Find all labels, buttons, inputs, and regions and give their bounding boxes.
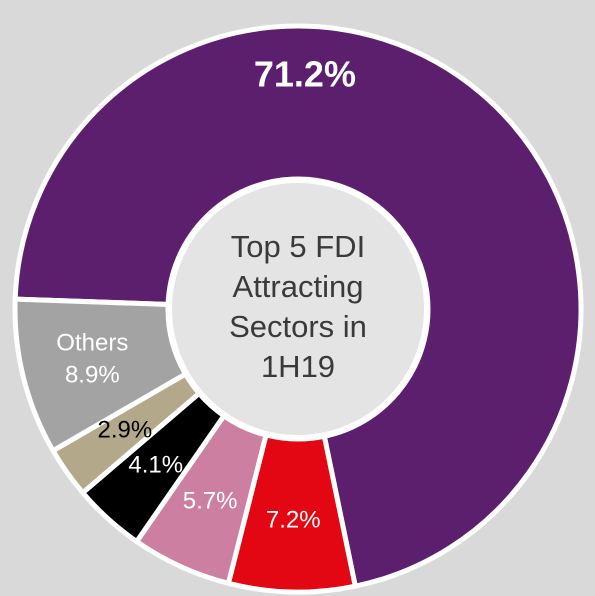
center-circle [168,179,428,439]
center-text: Top 5 FDI [231,229,365,264]
value-label: 7.2% [266,506,321,533]
value-label: 71.2% [254,54,356,95]
center-text: Attracting [233,269,364,304]
value-label: 8.9% [65,362,120,389]
center-text: 1H19 [261,349,335,384]
category-label: Others [56,330,128,357]
value-label: 4.1% [128,452,183,479]
value-label: 5.7% [183,487,238,514]
value-label: 2.9% [98,417,153,444]
center-text: Sectors in [229,309,367,344]
